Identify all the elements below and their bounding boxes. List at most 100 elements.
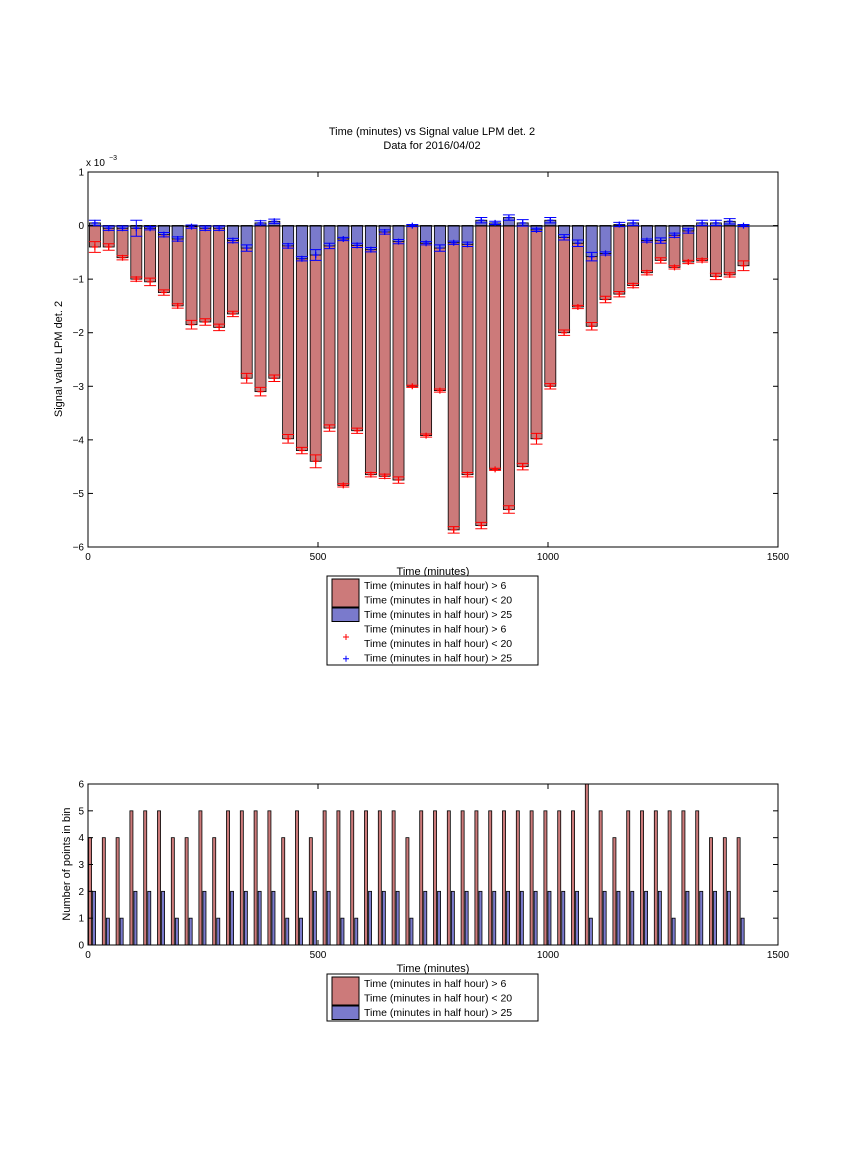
signal-bar-mid (199, 225, 212, 323)
signal-bar-mid (475, 225, 488, 526)
y-tick-label: 0 (78, 941, 84, 952)
count-bar-late (243, 890, 248, 946)
signal-bar-mid (696, 225, 709, 261)
count-bar-mid (502, 810, 506, 946)
y-tick-label: 2 (78, 887, 84, 898)
count-bar-late (464, 890, 469, 946)
count-bar-late (395, 890, 400, 946)
tick-group: 0 500 1000 1500 −6 −5 −4 −3 −2 −1 0 1 (73, 168, 790, 564)
count-bar-mid (736, 837, 741, 946)
marker-mid (505, 506, 512, 513)
marker-late (685, 227, 692, 234)
count-bar-late (147, 890, 152, 946)
count-bar-mid (281, 837, 286, 946)
legend-label-line: Time (minutes in half hour) > 6 (364, 978, 506, 990)
count-bar-late (450, 890, 455, 946)
count-bar-late (161, 890, 165, 946)
signal-bar-mid (337, 225, 350, 486)
y-tick-label: 4 (78, 833, 84, 844)
marker-mid (602, 296, 609, 303)
count-bar-mid (557, 810, 562, 946)
marker-mid (147, 278, 154, 285)
bar-group (88, 217, 750, 531)
marker-late (519, 219, 526, 226)
y-tick-label: 3 (78, 860, 84, 871)
count-bar-late (602, 890, 607, 946)
count-bar-late (188, 917, 193, 946)
marker-late (602, 250, 609, 257)
count-bar-mid (212, 837, 217, 946)
count-bar-late (174, 917, 179, 946)
marker-late (712, 219, 719, 226)
legend-label: Time (minutes in half hour) > 6 Time (min… (364, 978, 512, 1005)
count-bar-mid (433, 810, 437, 946)
marker-mid (367, 471, 374, 478)
count-bar-late (257, 890, 262, 946)
marker-mid (409, 383, 416, 390)
marker-late (588, 253, 595, 260)
marker-mid (326, 425, 333, 432)
legend-label-line: Time (minutes in half hour) < 20 (364, 595, 512, 607)
signal-bar-mid (392, 225, 405, 481)
count-bar-late (588, 917, 593, 946)
marker-mid (188, 321, 195, 328)
marker-late (340, 235, 347, 242)
y-tick-label: 6 (78, 780, 84, 791)
x-tick-label: 1000 (537, 950, 560, 961)
count-bar-late (575, 890, 579, 946)
count-bar-mid (488, 810, 493, 946)
marker-mid (133, 276, 140, 283)
x-tick-label: 1500 (767, 552, 790, 563)
marker-mid (381, 473, 388, 480)
y-exponent-label: x 10 −3 (86, 155, 117, 169)
signal-bar-mid (447, 225, 460, 531)
count-bar-mid (101, 837, 106, 946)
count-bar-mid (226, 810, 230, 946)
marker-mid (630, 282, 637, 289)
legend: Time (minutes in half hour) > 6 Time (min… (326, 575, 539, 666)
legend-label-line: Time (minutes in half hour) > 6 (364, 624, 506, 636)
x-tick-label: 0 (85, 950, 91, 961)
signal-bar-mid (364, 225, 377, 476)
marker-late (257, 219, 264, 226)
signal-bar-late (364, 225, 377, 251)
count-bar-late (230, 890, 234, 946)
signal-bar-mid (420, 225, 433, 436)
marker-mid (588, 323, 595, 330)
marker-mid (119, 254, 126, 261)
count-bar-late (202, 890, 207, 946)
count-bar-mid (170, 837, 175, 946)
count-bar-mid (543, 810, 548, 946)
marker-mid (216, 324, 223, 331)
legend-label-line: Time (minutes in half hour) > 25 (364, 1007, 512, 1019)
marker-late (395, 238, 402, 245)
marker-mid (436, 387, 443, 394)
marker-late (616, 221, 623, 228)
marker-mid (533, 435, 540, 442)
signal-bar-mid (516, 225, 529, 468)
marker-mid (616, 291, 623, 298)
signal-bar-late (295, 225, 308, 260)
marker-mid (699, 257, 706, 264)
marker-mid (685, 259, 692, 265)
count-bar-mid (129, 810, 134, 946)
count-bar-late (381, 890, 386, 946)
count-bar-late (547, 890, 552, 946)
marker-late (216, 225, 223, 232)
marker-late (188, 223, 195, 230)
marker-late (119, 225, 126, 232)
marker-late (436, 245, 443, 252)
count-bar-mid (405, 837, 410, 946)
count-bar-mid (626, 810, 631, 946)
legend-label-line: Time (minutes in half hour) < 20 (364, 993, 512, 1005)
marker-late (740, 222, 747, 229)
count-bar-mid (267, 810, 272, 946)
marker-mid (285, 435, 292, 442)
marker-mid (547, 383, 554, 390)
legend-label-line: Time (minutes in half hour) < 20 (364, 638, 512, 650)
marker-mid (478, 522, 485, 529)
marker-mid (229, 310, 236, 317)
count-bar-mid (667, 810, 672, 946)
marker-late (671, 232, 678, 239)
